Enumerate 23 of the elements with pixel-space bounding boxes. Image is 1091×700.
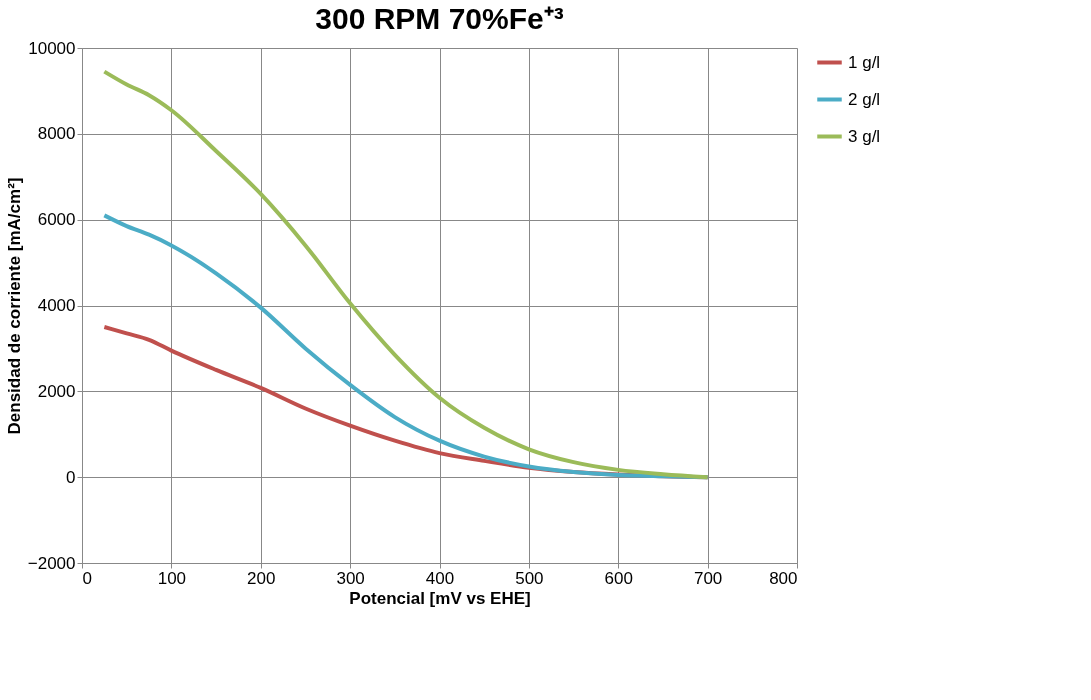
legend-label: 1 g/l — [848, 52, 881, 72]
y-tick-label: 8000 — [37, 124, 76, 144]
y-tick-label: 2000 — [37, 381, 76, 401]
x-tick-label: 200 — [247, 568, 276, 588]
x-tick-label: 300 — [336, 568, 365, 588]
x-axis-title: Potencial [mV vs EHE] — [349, 588, 531, 608]
x-tick-label: 800 — [769, 568, 798, 588]
y-tick-label: 0 — [66, 467, 76, 487]
y-tick-label: 4000 — [37, 296, 76, 315]
legend-label: 3 g/l — [848, 126, 881, 146]
x-tick-label: 700 — [693, 568, 723, 588]
x-tick-label: 0 — [82, 568, 92, 588]
y-tick-label: 6000 — [37, 210, 76, 230]
legend-label: 2 g/l — [848, 89, 881, 109]
y-tick-label: −2000 — [27, 553, 76, 573]
y-axis-title: Densidad de corriente [mA/cm²] — [4, 177, 24, 435]
line-series — [102, 69, 710, 480]
y-tick-label: 10000 — [28, 38, 76, 58]
x-tick-label: 600 — [604, 568, 633, 588]
x-tick-label: 500 — [515, 568, 544, 588]
x-tick-label: 400 — [425, 568, 455, 588]
x-tick-label: 100 — [157, 568, 187, 588]
chart-title: 300 RPM 70%Fe⁺³ — [315, 2, 564, 35]
